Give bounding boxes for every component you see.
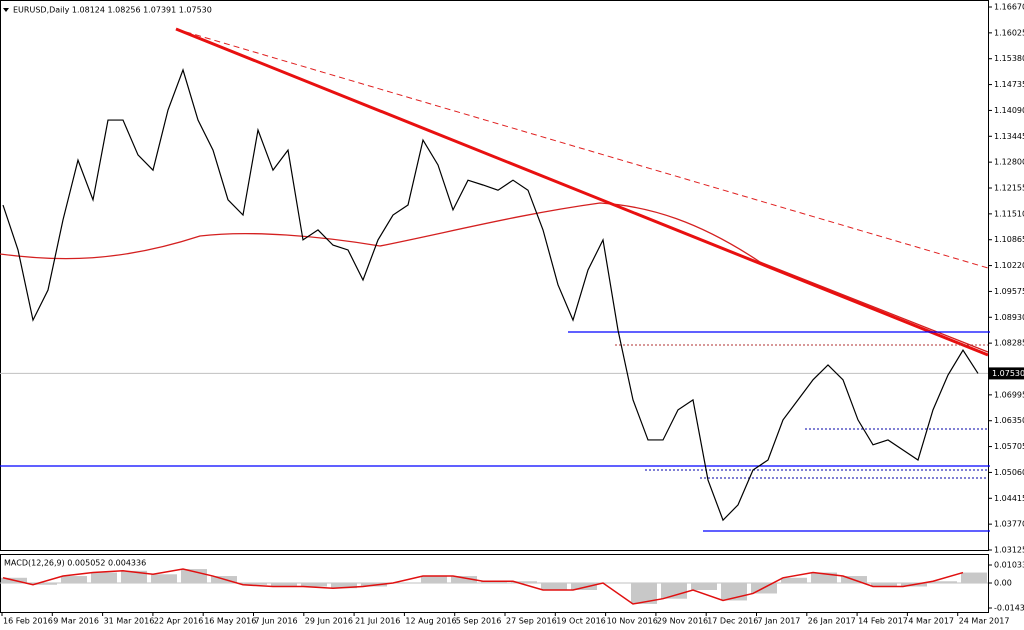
price-tag	[989, 367, 1024, 380]
price-tick-label: 1.05705	[994, 442, 1024, 451]
main-panel	[0, 0, 989, 551]
date-label: 7 Jan 2017	[758, 617, 801, 626]
macd-bar	[31, 583, 57, 585]
date-label: 9 Mar 2016	[53, 617, 99, 626]
date-label: 5 Sep 2016	[456, 617, 502, 626]
date-label: 4 Mar 2017	[908, 617, 954, 626]
date-label: 7 Jun 2016	[255, 617, 298, 626]
macd-label: MACD(12,26,9) 0.005052 0.004336	[4, 559, 146, 568]
menu-arrow[interactable]	[3, 8, 9, 12]
price-tag-label: 1.07530	[992, 369, 1024, 378]
date-label: 22 Apr 2016	[154, 617, 203, 626]
trendline-dashed	[175, 28, 989, 269]
macd-tick-label: -0.014335	[994, 604, 1024, 613]
macd-bar	[811, 572, 837, 584]
price-tick-label: 1.08285	[994, 339, 1024, 348]
date-label: 27 Sep 2016	[506, 617, 557, 626]
moving-average	[0, 202, 989, 353]
price-tick-label: 1.16025	[994, 28, 1024, 37]
macd-tick-label: 0.010335	[994, 561, 1024, 570]
price-tick-label: 1.08930	[994, 313, 1024, 322]
date-label: 29 Nov 2016	[657, 617, 708, 626]
date-label: 16 Feb 2016	[3, 617, 53, 626]
macd-bar	[451, 576, 477, 584]
macd-bar	[541, 583, 567, 590]
macd-bar	[871, 583, 897, 587]
price-tick-label: 1.10220	[994, 261, 1024, 270]
macd-bar	[481, 581, 507, 584]
price-tick-label: 1.16670	[994, 3, 1024, 12]
price-tick-label: 1.04415	[994, 494, 1024, 503]
macd-signal	[2, 568, 964, 605]
date-label: 26 Jan 2017	[808, 617, 856, 626]
date-label: 21 Jul 2016	[355, 617, 400, 626]
price-tick-label: 1.06995	[994, 390, 1024, 399]
price-tick-label: 1.12800	[994, 158, 1024, 167]
macd-bar	[781, 577, 807, 584]
macd-bar	[61, 576, 87, 584]
macd-bar	[241, 583, 267, 585]
date-label: 12 Aug 2016	[405, 617, 456, 626]
price-tick-label: 1.12155	[994, 184, 1024, 193]
price-tick-label: 1.10865	[994, 235, 1024, 244]
macd-bar	[661, 583, 687, 599]
price-tick-label: 1.13445	[994, 132, 1024, 141]
price-tick-label: 1.14735	[994, 80, 1024, 89]
price-tick-label: 1.05060	[994, 468, 1024, 477]
macd-bar	[91, 572, 117, 584]
date-label: 24 Mar 2017	[959, 617, 1010, 626]
macd-bar	[571, 583, 597, 590]
date-label: 14 Feb 2017	[858, 617, 908, 626]
date-label: 17 Dec 2016	[707, 617, 758, 626]
macd-bar	[961, 572, 987, 584]
trendline	[175, 27, 989, 357]
macd-bar	[511, 581, 537, 584]
macd-tick-label: 0.00	[994, 579, 1012, 588]
macd-bar	[931, 581, 957, 584]
date-label: 29 Jun 2016	[305, 617, 353, 626]
price-tick-label: 1.09575	[994, 287, 1024, 296]
price-tick-label: 1.06350	[994, 416, 1024, 425]
price-tick-label: 1.11510	[994, 209, 1024, 218]
price-tick-label: 1.03125	[994, 546, 1024, 555]
macd-bar	[631, 583, 657, 604]
macd-bar	[151, 574, 177, 584]
macd-bar	[271, 583, 297, 587]
price-tick-label: 1.03770	[994, 520, 1024, 529]
date-label: 16 May 2016	[204, 617, 256, 626]
date-label: 31 Mar 2016	[104, 617, 155, 626]
date-label: 10 Nov 2016	[607, 617, 658, 626]
macd-bar	[301, 583, 327, 587]
macd-bar	[331, 583, 357, 589]
header: EURUSD,Daily 1.08124 1.08256 1.07391 1.0…	[13, 6, 212, 15]
date-label: 19 Oct 2016	[556, 617, 605, 626]
price-tick-label: 1.15380	[994, 54, 1024, 63]
macd-bar	[421, 576, 447, 584]
price-line	[2, 68, 979, 522]
macd-bar	[121, 570, 147, 584]
macd-bar	[691, 583, 717, 590]
price-tick-label: 1.14090	[994, 106, 1024, 115]
